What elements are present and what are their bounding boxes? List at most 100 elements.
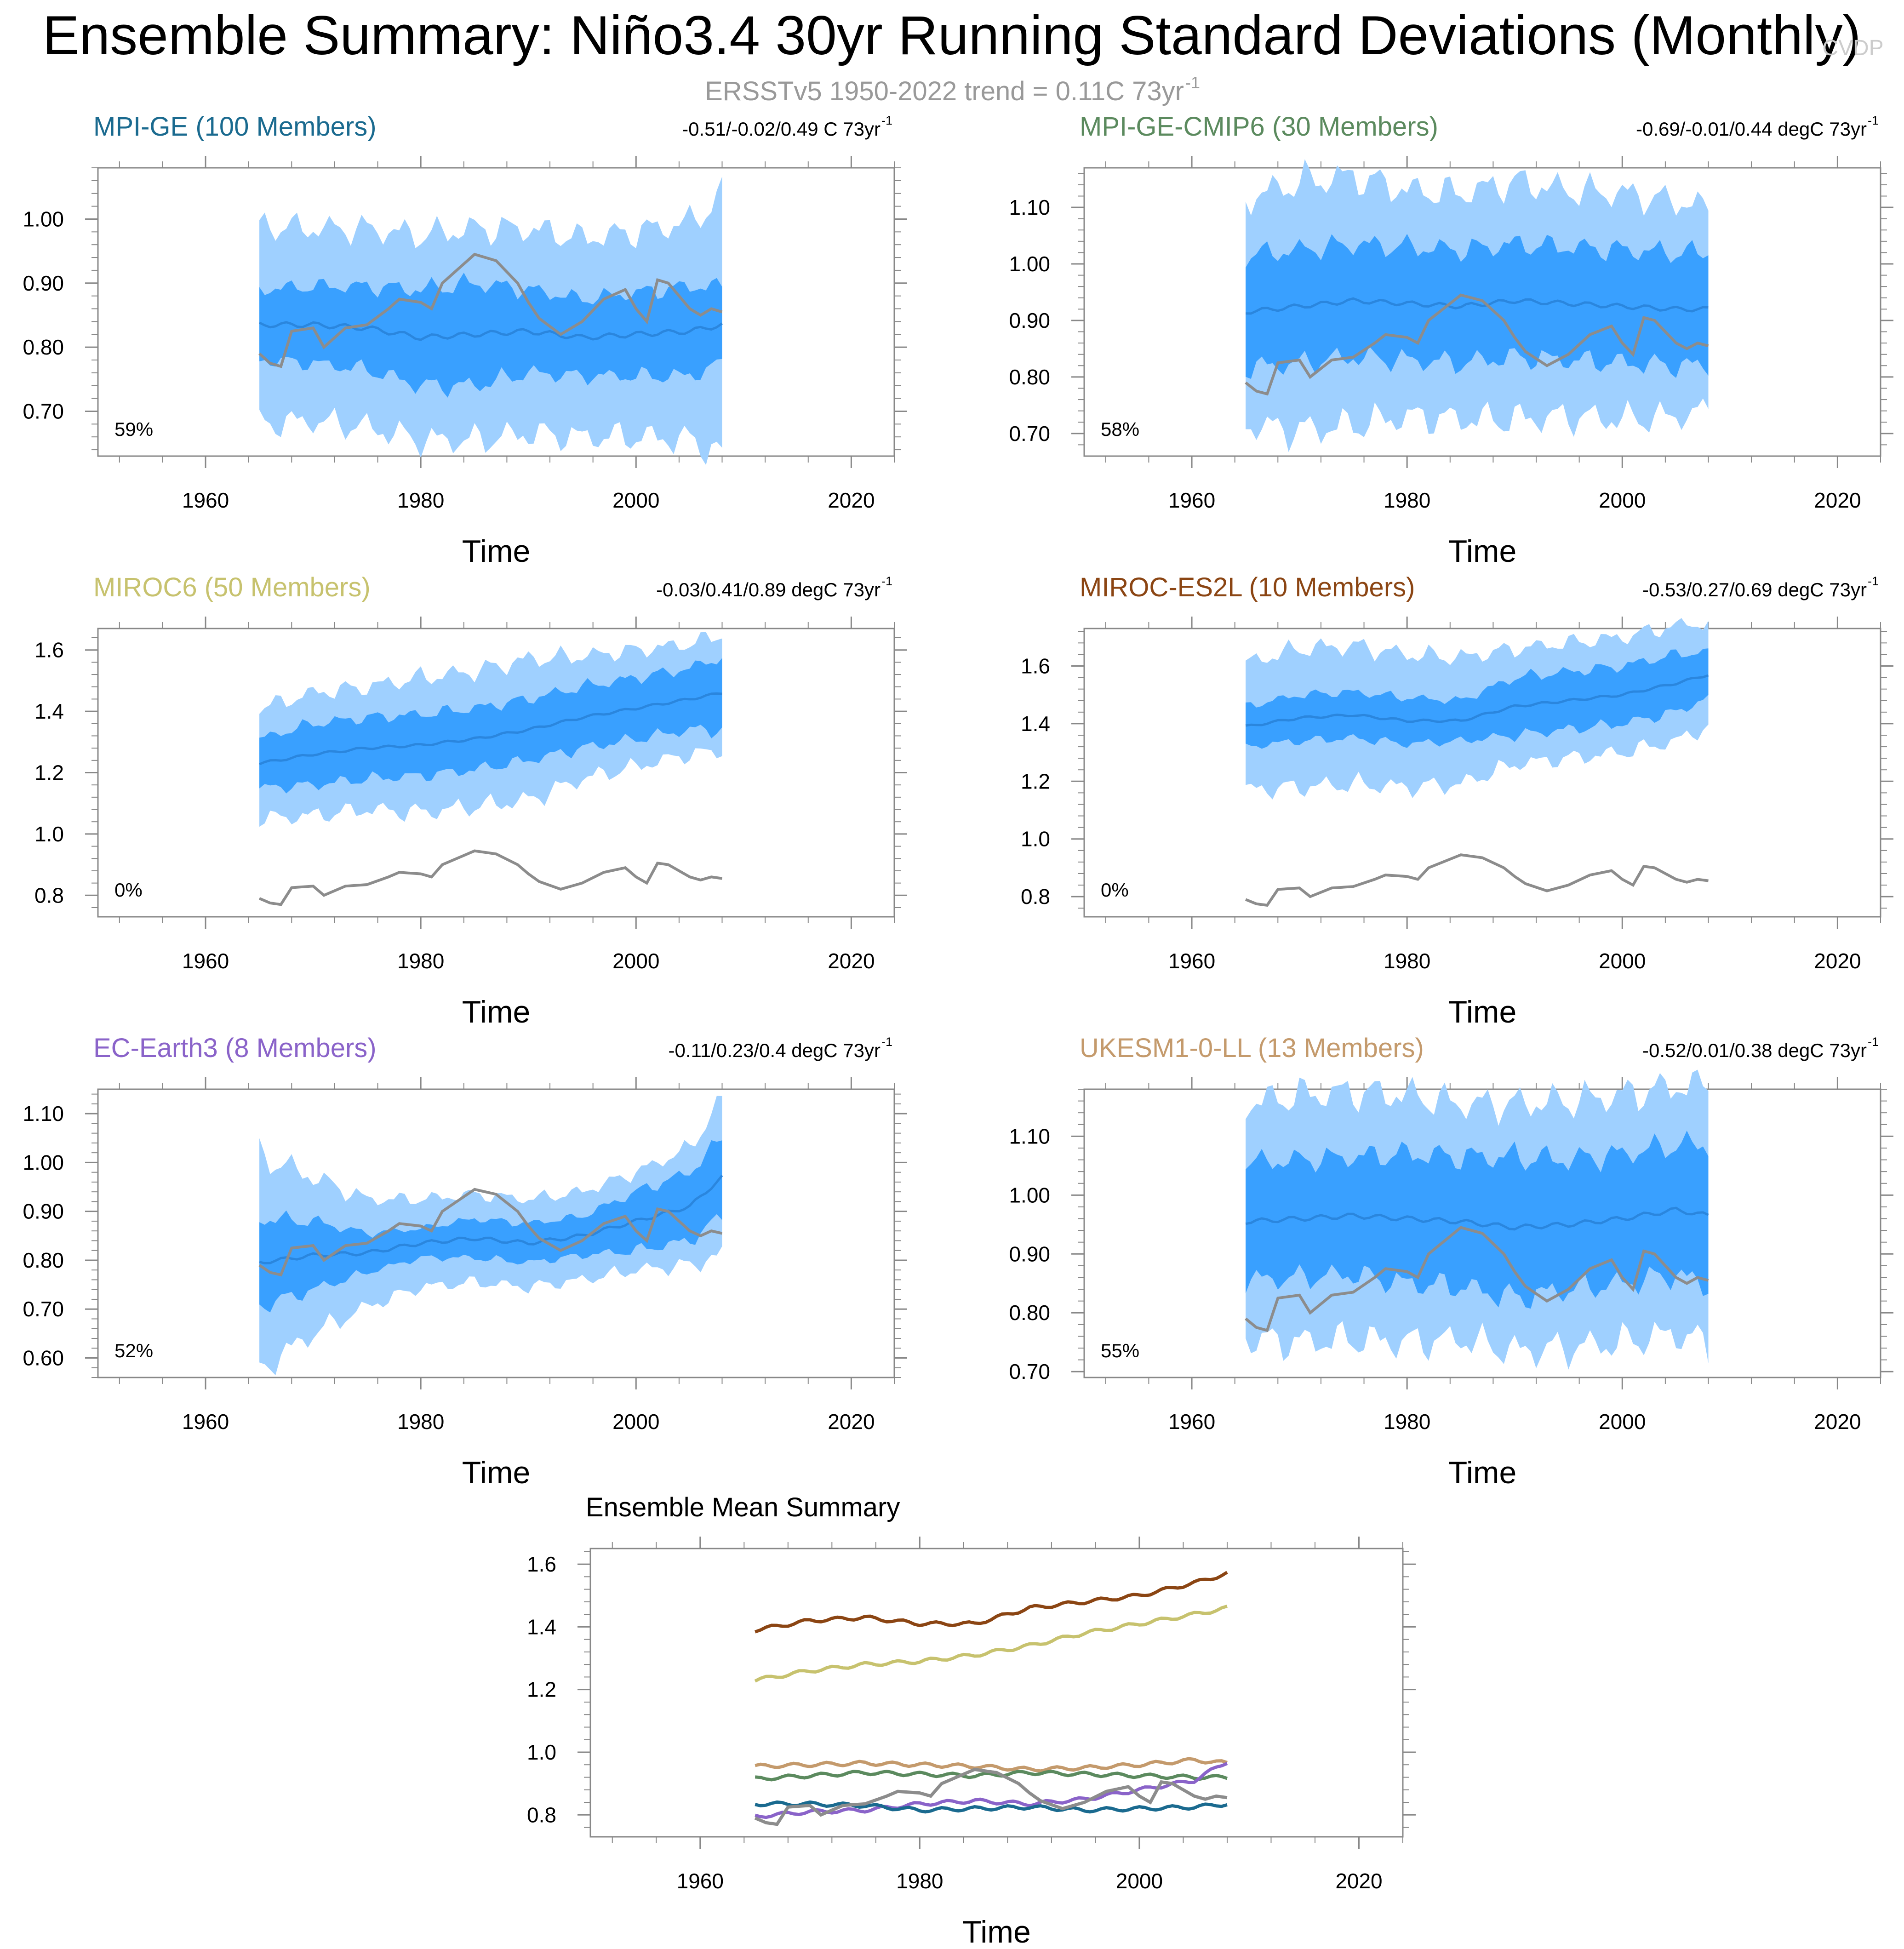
summary-series-line xyxy=(755,1800,1228,1814)
ensemble-mean-summary-panel: 1960 1980 2000 2020 0.8 1.0 1.2 1.4 1.6 Time Ensem… xyxy=(527,1492,1416,1949)
x-tick-label: 1980 xyxy=(397,1410,444,1434)
x-tick-label: 1960 xyxy=(1168,1410,1215,1434)
x-tick-label: 1980 xyxy=(1384,1410,1430,1434)
x-tick-label: 2020 xyxy=(1814,1410,1861,1434)
panel-ukesm1-0-ll: 1960 1980 2000 2020 0.70 0.80 0.90 1.00 1.10 Time… xyxy=(1009,1033,1893,1490)
summary-series-line xyxy=(754,1605,1228,1683)
panel-mpi-ge: 1960 1980 2000 2020 0.70 0.80 0.90 1.00 Time MPI-… xyxy=(23,112,907,569)
panel-trend-exponent: -1 xyxy=(881,574,892,588)
x-tick-label: 2000 xyxy=(1599,1410,1646,1434)
x-axis-label: Time xyxy=(462,1455,531,1490)
y-tick-label: 1.00 xyxy=(1009,1183,1050,1207)
ensemble-mean-line xyxy=(259,692,722,766)
x-tick-label: 2000 xyxy=(612,949,659,973)
y-tick-label: 1.6 xyxy=(34,638,64,662)
panel-trend-text: -0.53/0.27/0.69 degC 73yr xyxy=(1642,579,1867,600)
y-tick-label: 0.8 xyxy=(1021,885,1050,909)
x-tick-label: 1980 xyxy=(1384,488,1430,512)
x-tick-label: 2000 xyxy=(1116,1869,1163,1893)
y-tick-label: 0.8 xyxy=(527,1803,556,1827)
panel-percent-label: 58% xyxy=(1101,418,1139,440)
y-tick-label: 0.8 xyxy=(34,883,64,907)
x-tick-label: 2020 xyxy=(828,1410,875,1434)
y-tick-label: 1.00 xyxy=(23,1150,64,1174)
x-tick-label: 2020 xyxy=(1814,488,1861,512)
panel-title: EC-Earth3 (8 Members) xyxy=(93,1033,377,1063)
x-axis-label: Time xyxy=(1448,534,1517,569)
observed-line xyxy=(1245,853,1709,907)
panel-mpi-ge-cmip6: 1960 1980 2000 2020 0.70 0.80 0.90 1.00 1.10 Time… xyxy=(1009,112,1893,569)
x-tick-label: 1980 xyxy=(397,949,444,973)
panel-title: MIROC-ES2L (10 Members) xyxy=(1080,572,1415,602)
figure-subtitle-exponent: -1 xyxy=(1185,73,1200,92)
panel-title: UKESM1-0-LL (13 Members) xyxy=(1080,1033,1424,1063)
figure-subtitle: ERSSTv5 1950-2022 trend = 0.11C 73yr xyxy=(705,76,1184,106)
y-tick-label: 0.90 xyxy=(23,1200,64,1223)
plot-frame xyxy=(1083,1088,1881,1378)
x-axis-label: Time xyxy=(462,995,531,1029)
y-tick-label: 1.2 xyxy=(527,1678,556,1702)
x-tick-label: 2020 xyxy=(1335,1869,1382,1893)
panel-percent-label: 59% xyxy=(114,418,153,440)
ensemble-mean-line xyxy=(1246,297,1709,315)
panel-trend-exponent: -1 xyxy=(881,1035,892,1049)
y-tick-label: 1.2 xyxy=(34,761,64,785)
y-tick-label: 0.70 xyxy=(1009,422,1050,446)
y-tick-label: 1.2 xyxy=(1021,769,1050,793)
y-tick-label: 1.00 xyxy=(23,207,64,231)
panel-percent-label: 0% xyxy=(1101,879,1129,901)
x-tick-label: 2000 xyxy=(612,488,659,512)
panel-trend-exponent: -1 xyxy=(881,114,892,127)
y-tick-label: 1.0 xyxy=(527,1740,556,1764)
panel-percent-label: 55% xyxy=(1101,1340,1139,1361)
x-tick-label: 2000 xyxy=(612,1410,659,1434)
ensemble-interquartile-band xyxy=(259,658,722,794)
y-tick-label: 1.10 xyxy=(1009,1124,1050,1148)
ensemble-interquartile-band xyxy=(259,1140,722,1313)
x-tick-label: 1960 xyxy=(182,1410,229,1434)
panel-trend-text: -0.51/-0.02/0.49 C 73yr xyxy=(682,118,881,140)
y-tick-label: 0.90 xyxy=(1009,1242,1050,1266)
plot-frame xyxy=(1083,167,1881,457)
ensemble-mean-line xyxy=(1245,1206,1709,1231)
y-tick-label: 1.0 xyxy=(34,822,64,846)
y-tick-label: 1.00 xyxy=(1009,252,1050,276)
plot-frame xyxy=(97,1088,895,1378)
x-tick-label: 1960 xyxy=(1168,488,1215,512)
panel-percent-label: 0% xyxy=(114,879,143,901)
x-tick-label: 2000 xyxy=(1599,949,1646,973)
panel-grid: 1960 1980 2000 2020 0.70 0.80 0.90 1.00 Time MPI-… xyxy=(23,112,1893,1490)
x-tick-label: 1960 xyxy=(182,949,229,973)
x-tick-label: 1960 xyxy=(1168,949,1215,973)
x-axis-label: Time xyxy=(462,534,531,569)
y-tick-label: 1.6 xyxy=(527,1552,556,1576)
y-tick-label: 0.90 xyxy=(23,271,64,295)
ensemble-mean-line xyxy=(259,1174,723,1265)
y-tick-label: 0.70 xyxy=(1009,1360,1050,1383)
y-tick-label: 1.4 xyxy=(34,699,64,723)
panel-percent-label: 52% xyxy=(114,1340,153,1361)
panel-title: MPI-GE-CMIP6 (30 Members) xyxy=(1080,112,1438,142)
y-tick-label: 0.80 xyxy=(23,1248,64,1272)
panel-miroc-es2l: 1960 1980 2000 2020 0.8 1.0 1.2 1.4 1.6 Time MIROC… xyxy=(1021,572,1893,1029)
x-tick-label: 2020 xyxy=(1814,949,1861,973)
plot-frame xyxy=(589,1548,1404,1838)
panel-ec-earth3: 1960 1980 2000 2020 0.60 0.70 0.80 0.90 1.00 1.10… xyxy=(23,1033,907,1490)
summary-series-line xyxy=(754,1767,1228,1826)
panel-trend-text: -0.03/0.41/0.89 degC 73yr xyxy=(656,579,881,600)
y-tick-label: 0.80 xyxy=(1009,1301,1050,1325)
y-tick-label: 1.4 xyxy=(527,1615,556,1639)
observed-line xyxy=(258,849,722,906)
y-tick-label: 0.90 xyxy=(1009,309,1050,332)
ensemble-mean-line xyxy=(1245,674,1709,727)
x-axis-label: Time xyxy=(962,1915,1031,1949)
y-tick-label: 1.10 xyxy=(23,1102,64,1126)
y-tick-label: 0.70 xyxy=(23,1297,64,1321)
x-tick-label: 1960 xyxy=(182,488,229,512)
x-tick-label: 1960 xyxy=(677,1869,724,1893)
summary-series-line xyxy=(755,1762,1228,1819)
x-tick-label: 1980 xyxy=(896,1869,943,1893)
panel-trend-exponent: -1 xyxy=(1868,1035,1879,1049)
observed-line xyxy=(1245,1226,1709,1332)
